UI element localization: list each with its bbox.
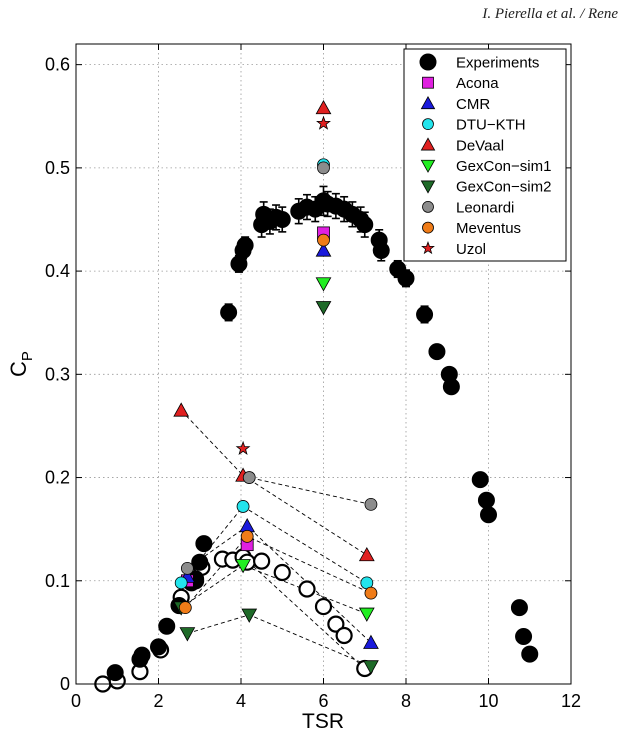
- series-point-cmr: [363, 634, 379, 649]
- series-point-gexcon-sim1: [235, 559, 251, 574]
- y-tick-label: 0.3: [45, 364, 70, 384]
- experiment-point: [356, 216, 374, 234]
- series-point-gexcon-sim2: [179, 627, 196, 642]
- legend-label: Meventus: [456, 220, 521, 237]
- series-point-leonardi: [317, 161, 330, 175]
- experiment-hollow-point: [314, 597, 333, 616]
- experiment-hollow-point: [273, 563, 291, 582]
- experiment-hollow-point: [253, 552, 271, 570]
- x-tick-label: 0: [71, 691, 81, 711]
- legend-marker-meventus: [422, 221, 434, 234]
- legend-marker-devaal: [420, 137, 436, 151]
- series-point-meventus: [178, 601, 192, 615]
- experiment-hollow-point: [298, 580, 316, 598]
- series-point-uzol: [316, 115, 331, 130]
- experiment-point: [273, 210, 291, 228]
- legend-marker-uzol: [421, 241, 435, 255]
- data-markers: [94, 99, 539, 693]
- series-point-cmr: [315, 242, 332, 257]
- experiment-point: [220, 303, 238, 321]
- experiment-point: [372, 241, 390, 259]
- series-point-devaal: [315, 99, 332, 115]
- series-point-gexcon-sim2: [241, 608, 258, 623]
- y-axis-label-subscript: P: [19, 351, 36, 361]
- legend-label: Uzol: [456, 241, 486, 258]
- y-tick-label: 0.1: [45, 571, 70, 591]
- series-point-gexcon-sim1: [315, 277, 332, 292]
- experiment-point: [515, 628, 533, 646]
- x-tick-label: 8: [401, 691, 411, 711]
- experiment-point: [195, 535, 213, 553]
- experiment-point: [471, 471, 489, 489]
- legend-marker-gexcon-sim2: [420, 180, 436, 194]
- experiment-hollow-point: [335, 626, 353, 645]
- legend-marker-acona: [422, 76, 434, 89]
- experiment-point: [477, 491, 495, 509]
- legend-label: GexCon−sim1: [456, 158, 551, 175]
- legend: Experiments Acona CMR DTU−KTH DeVaal GexCon−s…: [403, 48, 567, 262]
- series-point-dtu-kth: [174, 576, 188, 590]
- series-point-uzol: [235, 440, 251, 455]
- y-tick-label: 0.6: [45, 55, 70, 75]
- x-tick-label: 2: [153, 691, 163, 711]
- legend-marker-gexcon-sim1: [420, 159, 436, 173]
- legend-marker-experiments: [419, 53, 437, 71]
- dashed-connector-line: [180, 564, 367, 615]
- series-point-devaal: [173, 402, 190, 417]
- legend-marker-cmr: [420, 95, 436, 110]
- legend-label: CMR: [456, 96, 490, 113]
- series-point-meventus: [364, 586, 378, 600]
- series-point-dtu-kth: [236, 500, 250, 513]
- series-point-meventus: [240, 529, 254, 543]
- svg-text:CP: CP: [6, 351, 36, 377]
- experiment-point: [480, 506, 497, 524]
- series-point-devaal: [358, 546, 375, 562]
- y-tick-label: 0.5: [45, 158, 70, 178]
- legend-label: Leonardi: [456, 199, 514, 216]
- series-point-leonardi: [180, 561, 194, 575]
- y-axis-label-main: C: [6, 361, 31, 377]
- experiment-point: [416, 305, 434, 323]
- dashed-connector-line: [242, 475, 368, 556]
- legend-marker-leonardi: [422, 200, 434, 213]
- x-tick-label: 12: [561, 691, 581, 711]
- x-tick-label: 10: [478, 691, 498, 711]
- y-axis-label: CP: [6, 351, 36, 377]
- experiment-point: [191, 553, 209, 571]
- experiment-point: [510, 599, 528, 617]
- experiment-hollow-point: [327, 615, 345, 633]
- experiment-point: [428, 343, 446, 361]
- x-tick-label: 6: [318, 691, 328, 711]
- x-axis-label: TSR: [302, 710, 344, 733]
- legend-label: GexCon−sim2: [456, 179, 551, 196]
- series-point-gexcon-sim2: [315, 301, 332, 316]
- experiment-point: [521, 645, 539, 663]
- experiment-point: [158, 617, 176, 635]
- series-point-leonardi: [364, 497, 378, 511]
- y-tick-label: 0: [60, 674, 70, 694]
- legend-label: Acona: [456, 75, 499, 92]
- series-point-meventus: [317, 233, 330, 247]
- legend-label: DTU−KTH: [456, 117, 526, 134]
- legend-label: Experiments: [456, 55, 539, 72]
- series-point-gexcon-sim2: [363, 660, 379, 675]
- series-point-gexcon-sim1: [358, 607, 375, 622]
- experiment-point: [397, 269, 415, 287]
- experiment-point: [236, 236, 254, 254]
- grid-lines: [76, 44, 571, 684]
- experiment-point: [106, 664, 124, 682]
- page-header-text: I. Pierella et al. / Rene: [482, 6, 618, 22]
- y-tick-label: 0.2: [45, 468, 70, 488]
- series-point-leonardi: [242, 471, 256, 484]
- x-tick-label: 4: [236, 691, 246, 711]
- legend-marker-dtu-kth: [422, 118, 434, 130]
- experiment-point: [442, 378, 460, 396]
- axis-ticks: 0 2 4 6 8 10 12 0 0.1 0.2 0.3 0.4 0.5 0.6: [45, 44, 581, 711]
- experiment-point: [150, 638, 167, 656]
- legend-label: DeVaal: [456, 137, 504, 154]
- experiment-point: [131, 650, 149, 668]
- y-tick-label: 0.4: [45, 261, 70, 281]
